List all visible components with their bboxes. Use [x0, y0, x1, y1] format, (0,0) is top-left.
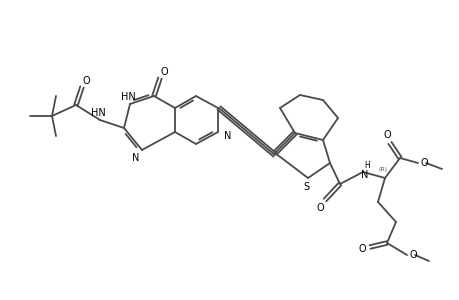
- Text: O: O: [409, 250, 416, 260]
- Text: N: N: [224, 131, 231, 141]
- Text: O: O: [82, 76, 90, 86]
- Text: O: O: [160, 67, 168, 77]
- Text: O: O: [358, 244, 365, 254]
- Text: O: O: [382, 130, 390, 140]
- Text: N: N: [360, 170, 368, 180]
- Text: N: N: [132, 153, 140, 163]
- Text: O: O: [419, 158, 427, 168]
- Text: S: S: [302, 182, 308, 192]
- Text: O: O: [315, 203, 323, 213]
- Text: HN: HN: [120, 92, 135, 102]
- Text: (R): (R): [378, 167, 386, 172]
- Text: HN: HN: [90, 108, 105, 118]
- Text: H: H: [364, 161, 369, 170]
